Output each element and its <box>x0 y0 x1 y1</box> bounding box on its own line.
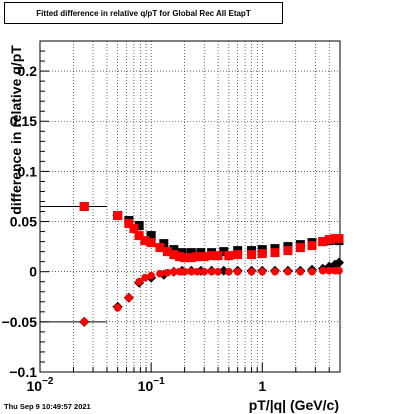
data-point <box>271 267 279 276</box>
data-point <box>247 267 256 276</box>
data-point <box>295 243 305 253</box>
data-point <box>180 267 189 276</box>
data-point <box>207 251 217 261</box>
x-axis-label: pT/|q| (GeV/c) <box>248 397 339 413</box>
data-point <box>308 267 316 276</box>
chart-title: Fitted difference in relative q/pT for G… <box>4 2 283 24</box>
data-point <box>186 253 196 263</box>
data-point <box>163 268 172 277</box>
data-point <box>170 267 178 276</box>
data-point <box>258 267 267 276</box>
data-point <box>296 267 305 276</box>
data-point <box>141 273 149 282</box>
data-point <box>155 243 165 253</box>
data-point <box>113 304 122 312</box>
data-point <box>80 318 89 326</box>
data-point <box>318 266 327 275</box>
data-point <box>247 250 257 260</box>
y-tick-label: 0.15 <box>10 113 37 129</box>
y-tick-label: 0.1 <box>18 163 38 179</box>
data-point <box>180 253 190 263</box>
data-point <box>233 250 243 260</box>
data-point <box>219 247 229 257</box>
data-point <box>124 219 134 229</box>
data-point <box>134 221 144 231</box>
data-point <box>125 293 133 302</box>
data-point <box>175 252 185 262</box>
data-point <box>187 267 196 276</box>
data-point <box>200 267 208 276</box>
data-point <box>214 267 222 276</box>
data-point <box>318 237 328 247</box>
data-point <box>207 267 216 276</box>
y-tick-label: 0.2 <box>18 63 38 79</box>
data-point <box>225 267 233 276</box>
data-point <box>113 211 123 221</box>
data-point <box>270 248 280 258</box>
data-point <box>169 245 179 255</box>
data-point <box>147 271 155 280</box>
data-point <box>213 251 223 261</box>
x-tick-label: 10−2 <box>27 376 54 394</box>
data-point <box>156 269 164 278</box>
timestamp: Thu Sep 9 10:49:57 2021 <box>4 402 91 411</box>
data-point <box>334 234 344 244</box>
x-tick-label: 1 <box>258 378 266 394</box>
data-point <box>135 277 143 286</box>
y-axis-label: difference in relative q/pT <box>8 45 24 215</box>
y-tick-label: −0.1 <box>9 364 37 380</box>
data-point <box>129 224 139 234</box>
x-tick-label: 10−1 <box>138 376 165 394</box>
data-point <box>134 231 144 241</box>
data-point <box>224 251 234 261</box>
data-point <box>169 250 179 260</box>
data-point <box>324 235 334 245</box>
data-point <box>192 252 202 262</box>
data-point <box>283 246 293 256</box>
data-point <box>199 252 209 262</box>
data-point <box>233 267 242 276</box>
data-point <box>284 267 292 276</box>
y-tick-label: −0.05 <box>2 314 38 330</box>
y-tick-label: 0.05 <box>10 214 37 230</box>
data-point <box>335 266 343 275</box>
data-point <box>186 248 196 258</box>
data-point <box>334 257 344 268</box>
data-point <box>307 241 317 251</box>
data-point <box>193 267 202 276</box>
y-tick-label: 0 <box>29 264 37 280</box>
data-point <box>140 236 150 246</box>
data-point <box>257 249 267 259</box>
data-point <box>325 266 334 275</box>
data-point <box>79 202 89 211</box>
data-point <box>162 247 172 257</box>
data-point <box>146 238 156 248</box>
data-point <box>146 231 156 241</box>
